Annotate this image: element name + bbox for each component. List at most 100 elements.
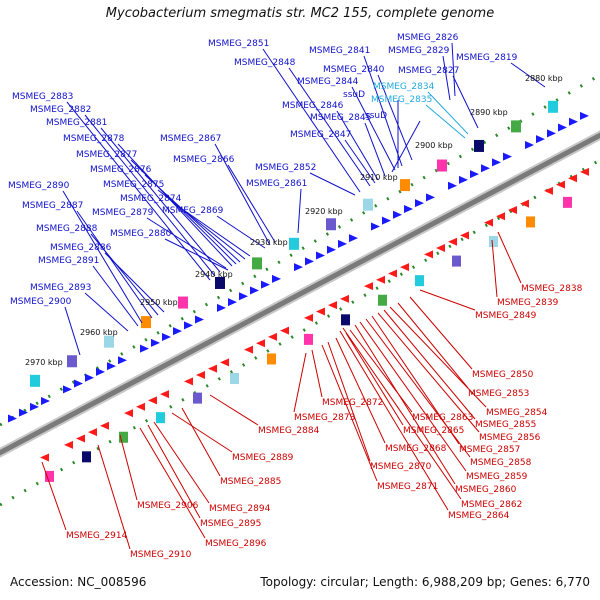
gene-label[interactable]: MSMEG_2844 xyxy=(297,77,359,87)
gene-label[interactable]: MSMEG_2848 xyxy=(234,58,296,68)
gene-label[interactable]: MSMEG_2847 xyxy=(290,130,351,140)
gene-label[interactable]: MSMEG_2864 xyxy=(448,511,510,521)
gene-label[interactable]: ssuD xyxy=(343,90,365,100)
gene-label[interactable]: MSMEG_2883 xyxy=(12,92,73,102)
gene-label[interactable]: MSMEG_2840 xyxy=(323,65,385,75)
gene-label[interactable]: MSMEG_2889 xyxy=(232,453,294,463)
gene-label[interactable]: MSMEG_2879 xyxy=(92,208,154,218)
gene-label[interactable]: MSMEG_2875 xyxy=(103,180,164,190)
gene-label[interactable]: MSMEG_2888 xyxy=(36,224,98,234)
gene-label[interactable]: MSMEG_2855 xyxy=(475,420,536,430)
gene-label[interactable]: MSMEG_2838 xyxy=(521,284,583,294)
gene-label[interactable]: MSMEG_2877 xyxy=(76,150,137,160)
label-leader-line xyxy=(119,434,138,501)
gene-block xyxy=(67,355,77,368)
reverse-gene-arrow xyxy=(244,345,253,354)
label-leader-line xyxy=(76,210,153,319)
gene-label[interactable]: MSMEG_2872 xyxy=(322,398,383,408)
reverse-gene-arrow xyxy=(424,250,433,259)
label-leader-line xyxy=(397,302,469,389)
forward-gene-arrow xyxy=(316,251,325,260)
gene-label[interactable]: MSMEG_2894 xyxy=(209,504,271,514)
gene-label[interactable]: MSMEG_2849 xyxy=(475,311,537,321)
gene-label[interactable]: MSMEG_2878 xyxy=(63,134,125,144)
gene-label[interactable]: MSMEG_2896 xyxy=(205,539,267,549)
kbp-tick-label: 2940 kbp xyxy=(195,270,233,279)
gene-label[interactable]: MSMEG_2852 xyxy=(255,163,316,173)
gene-label[interactable]: MSMEG_2868 xyxy=(385,444,447,454)
kbp-tick-label: 2950 kbp xyxy=(140,298,178,307)
gene-label[interactable]: MSMEG_2845 xyxy=(310,113,371,123)
gene-label[interactable]: MSMEG_2866 xyxy=(173,155,235,165)
gene-label[interactable]: MSMEG_2885 xyxy=(220,477,281,487)
forward-gene-arrow xyxy=(63,385,72,394)
gene-label[interactable]: MSMEG_2858 xyxy=(470,458,532,468)
forward-gene-arrow xyxy=(371,222,380,231)
gene-label[interactable]: MSMEG_2851 xyxy=(208,39,269,49)
gene-label[interactable]: MSMEG_2827 xyxy=(398,66,459,76)
gene-label[interactable]: MSMEG_2886 xyxy=(50,243,112,253)
reverse-gene-arrow xyxy=(508,205,517,214)
gene-label[interactable]: MSMEG_2882 xyxy=(30,105,91,115)
gene-label[interactable]: MSMEG_2871 xyxy=(377,482,438,492)
gene-label[interactable]: MSMEG_2887 xyxy=(22,201,83,211)
gene-block xyxy=(452,255,461,267)
gene-label[interactable]: MSMEG_2874 xyxy=(120,194,182,204)
gene-label[interactable]: MSMEG_2857 xyxy=(459,445,520,455)
gene-label[interactable]: MSMEG_2853 xyxy=(468,389,529,399)
gene-label[interactable]: MSMEG_2839 xyxy=(497,298,559,308)
gene-label[interactable]: MSMEG_2906 xyxy=(137,501,199,511)
gene-label[interactable]: MSMEG_2835 xyxy=(371,95,432,105)
label-leader-line xyxy=(62,190,143,324)
gene-label[interactable]: MSMEG_2900 xyxy=(10,297,72,307)
label-leader-line xyxy=(510,62,546,88)
gene-label[interactable]: MSMEG_2829 xyxy=(388,46,450,56)
gene-label[interactable]: MSMEG_2873 xyxy=(294,413,355,423)
gene-label[interactable]: MSMEG_2880 xyxy=(110,229,172,239)
gene-label[interactable]: MSMEG_2862 xyxy=(461,500,522,510)
forward-gene-arrow xyxy=(547,129,556,138)
gene-label[interactable]: MSMEG_2861 xyxy=(246,179,307,189)
gene-label[interactable]: MSMEG_2841 xyxy=(309,46,370,56)
gene-label[interactable]: MSMEG_2867 xyxy=(160,134,221,144)
label-leader-line xyxy=(451,42,456,97)
gene-label[interactable]: MSMEG_2895 xyxy=(200,519,261,529)
label-leader-line xyxy=(293,352,307,413)
gene-label[interactable]: MSMEG_2856 xyxy=(479,433,541,443)
forward-gene-arrow xyxy=(217,303,226,312)
gene-label[interactable]: ssuD xyxy=(365,111,387,121)
gene-label[interactable]: MSMEG_2869 xyxy=(162,206,224,216)
gene-block xyxy=(511,120,521,133)
gene-label[interactable]: MSMEG_2910 xyxy=(130,550,192,560)
gene-label[interactable]: MSMEG_2863 xyxy=(412,413,473,423)
label-leader-line xyxy=(92,265,139,327)
gene-labels[interactable]: MSMEG_2826 MSMEG_2829 MSMEG_2819 MSMEG_2851… xyxy=(8,33,583,560)
gene-label[interactable]: MSMEG_2854 xyxy=(486,408,548,418)
gene-label[interactable]: MSMEG_2876 xyxy=(90,165,152,175)
gene-label[interactable]: MSMEG_2890 xyxy=(8,181,70,191)
gene-label[interactable]: MSMEG_2859 xyxy=(466,472,528,482)
gene-label[interactable]: MSMEG_2826 xyxy=(397,33,459,43)
gene-label[interactable]: MSMEG_2860 xyxy=(455,485,517,495)
label-leader-line xyxy=(345,332,404,426)
gene-block xyxy=(178,296,188,309)
gene-label[interactable]: MSMEG_2819 xyxy=(456,53,518,63)
forward-gene-arrow xyxy=(30,402,39,411)
gene-label[interactable]: MSMEG_2834 xyxy=(373,82,435,92)
label-leader-line xyxy=(327,341,371,462)
gene-label[interactable]: MSMEG_2850 xyxy=(472,370,534,380)
label-leader-line xyxy=(359,321,467,472)
label-leader-lines xyxy=(41,42,546,550)
label-leader-line xyxy=(364,122,386,177)
gene-label[interactable]: MSMEG_2893 xyxy=(30,283,91,293)
forward-gene-arrow xyxy=(525,140,534,149)
gene-label[interactable]: MSMEG_2914 xyxy=(66,531,128,541)
kbp-tick-label: 2970 kbp xyxy=(25,358,63,367)
gene-label[interactable]: MSMEG_2891 xyxy=(38,256,99,266)
gene-label[interactable]: MSMEG_2865 xyxy=(403,426,464,436)
gene-label[interactable]: MSMEG_2884 xyxy=(258,426,320,436)
gene-label[interactable]: MSMEG_2870 xyxy=(370,462,432,472)
gene-label[interactable]: MSMEG_2881 xyxy=(46,118,107,128)
gene-label[interactable]: MSMEG_2846 xyxy=(282,101,344,111)
